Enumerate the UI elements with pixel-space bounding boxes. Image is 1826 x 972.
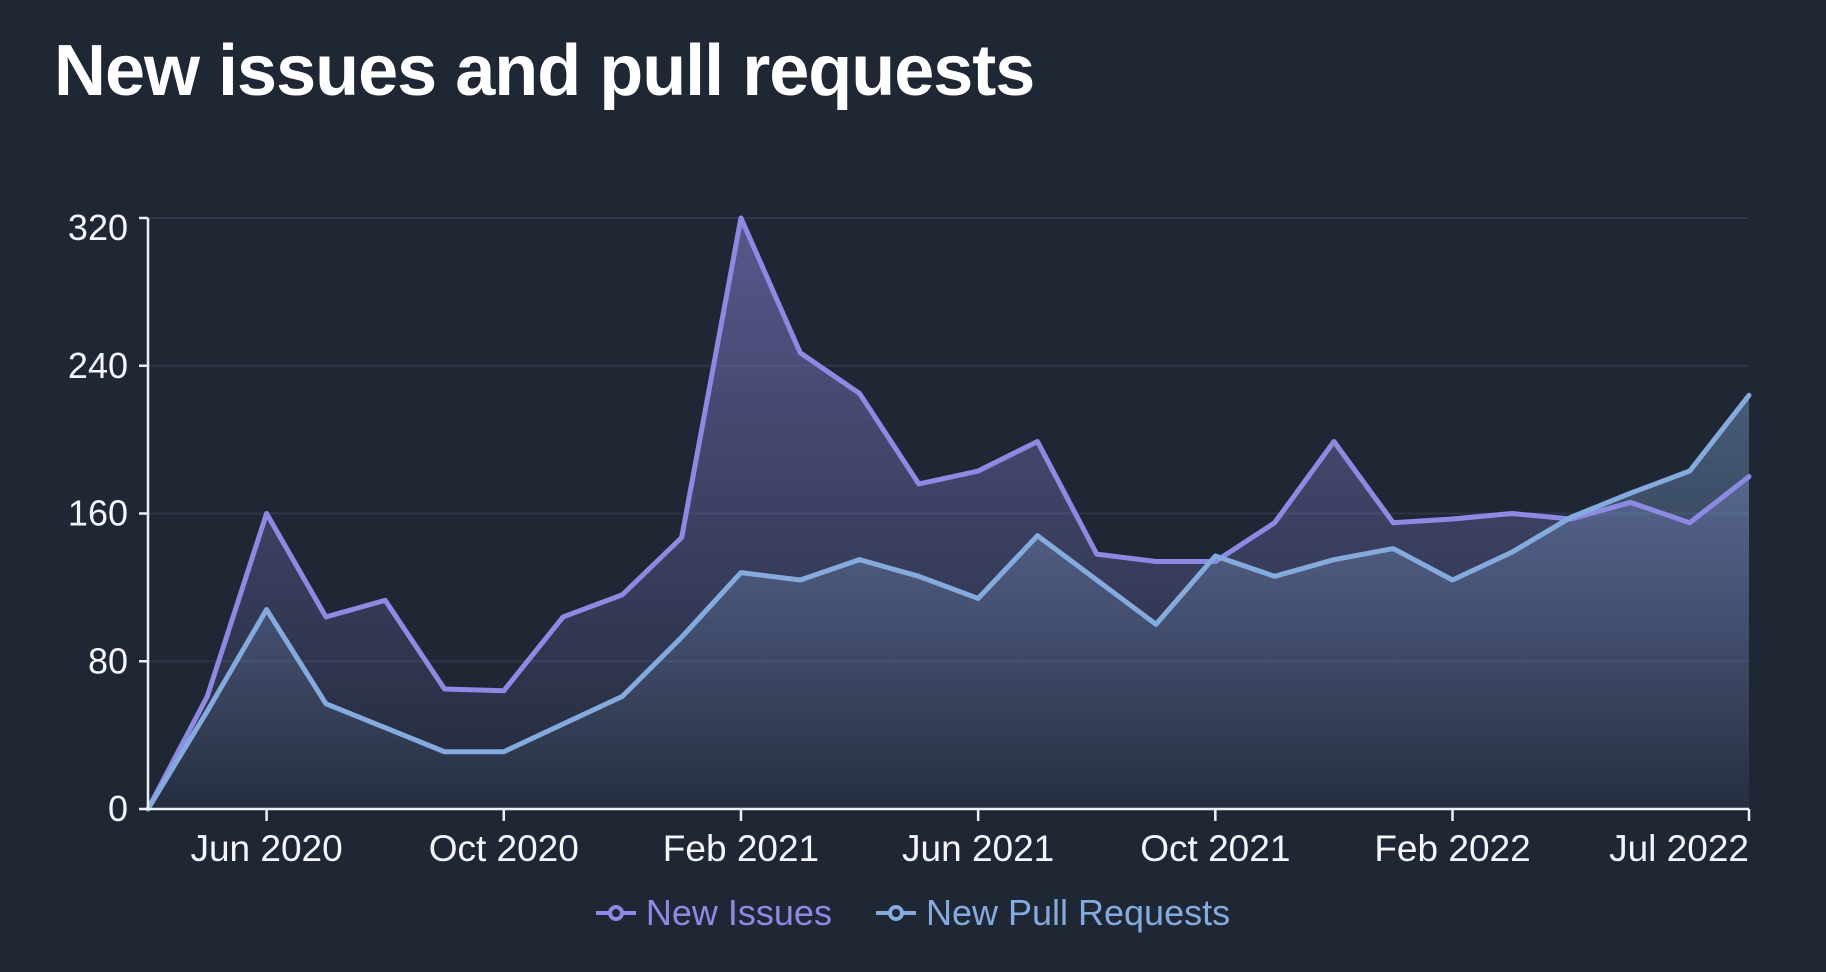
x-tick-label: Oct 2021 — [1140, 828, 1290, 869]
x-tick-label: Feb 2021 — [663, 828, 819, 869]
chart-title: New issues and pull requests — [54, 31, 1035, 111]
y-tick-label: 320 — [68, 207, 128, 248]
area-new-pull-requests — [148, 395, 1749, 809]
legend-item-new-issues: New Issues — [595, 892, 832, 934]
y-tick-label: 80 — [88, 640, 128, 681]
x-tick-label: Feb 2022 — [1374, 828, 1530, 869]
x-tick-label: Jun 2020 — [190, 828, 342, 869]
x-tick-label: Jun 2021 — [902, 828, 1054, 869]
y-tick-label: 160 — [68, 493, 128, 534]
legend-line-circle-icon — [875, 905, 916, 921]
line-new-pull-requests — [145, 392, 1752, 812]
legend-item-new-pull-requests: New Pull Requests — [875, 892, 1231, 934]
legend-line-circle-icon — [595, 905, 636, 921]
x-tick-label: Oct 2020 — [429, 828, 579, 869]
y-tick-label: 0 — [108, 788, 128, 829]
legend-label: New Pull Requests — [925, 892, 1231, 933]
legend-label: New Issues — [645, 892, 832, 933]
y-tick-label: 240 — [68, 345, 128, 386]
x-tick-label: Jul 2022 — [1609, 828, 1749, 869]
line-new-issues — [145, 215, 1752, 812]
chart-legend: New Issues New Pull Requests — [0, 892, 1826, 934]
